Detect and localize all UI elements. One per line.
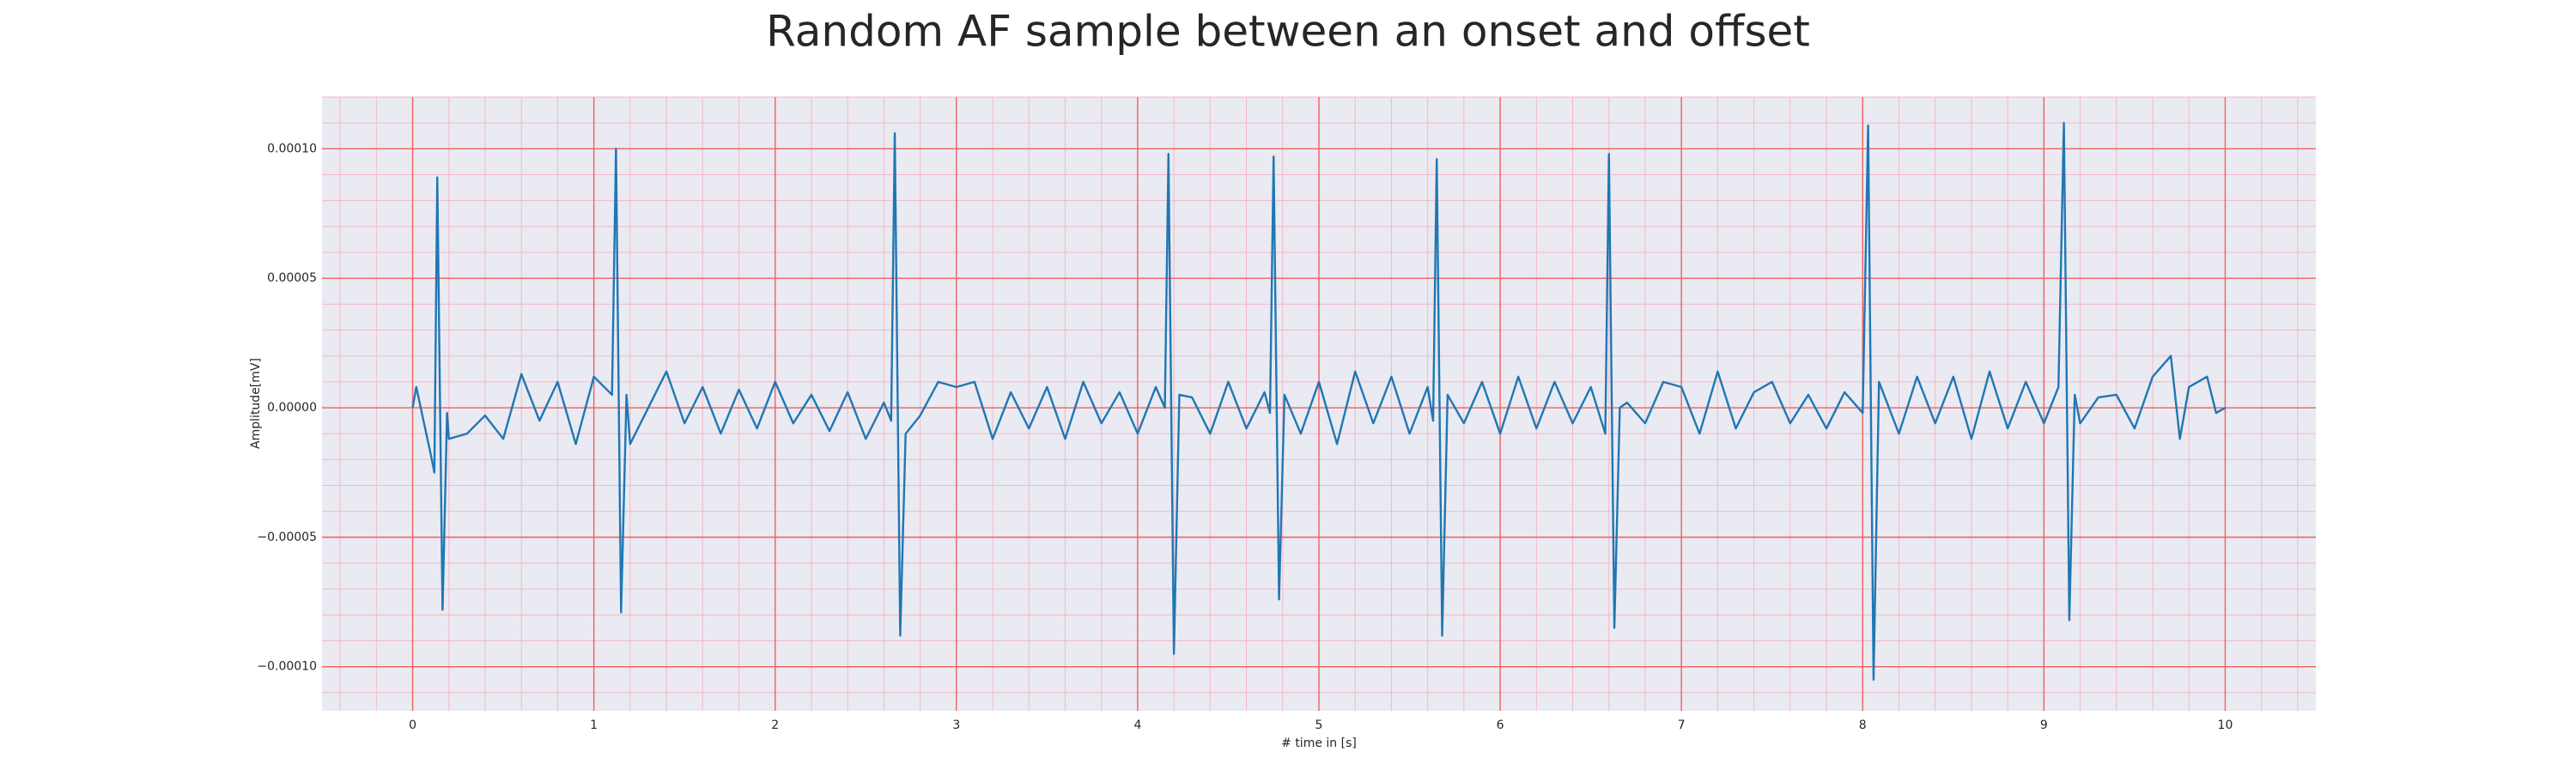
x-tick-label: 9 (2040, 718, 2048, 732)
y-tick-label: 0.00005 (267, 271, 317, 285)
x-tick-label: 8 (1859, 718, 1867, 732)
x-tick-label: 2 (771, 718, 779, 732)
y-axis-label: Amplitude[mV] (249, 358, 263, 449)
x-tick-label: 6 (1497, 718, 1504, 732)
chart-title: Random AF sample between an onset and of… (766, 7, 1810, 57)
x-tick-label: 3 (952, 718, 960, 732)
y-tick-label: 0.00010 (267, 142, 317, 155)
x-tick-label: 7 (1678, 718, 1686, 732)
x-tick-label: 1 (590, 718, 598, 732)
signal-line (411, 121, 2227, 681)
y-tick-label: 0.00000 (267, 401, 317, 415)
y-tick-label: −0.00010 (257, 660, 317, 674)
x-tick-label: 10 (2218, 718, 2233, 732)
x-tick-label: 0 (409, 718, 416, 732)
x-tick-label: 4 (1133, 718, 1141, 732)
y-tick-label: −0.00005 (257, 530, 317, 544)
x-axis-label: # time in [s] (1281, 737, 1357, 750)
x-tick-label: 5 (1315, 718, 1323, 732)
